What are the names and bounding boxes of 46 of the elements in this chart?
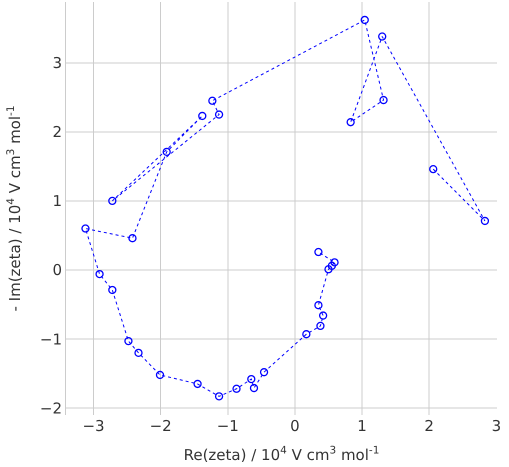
x-axis-title: Re(zeta) / 10$^{4}$ V cm$^{3}$ mol$^{-1}$ <box>184 444 380 464</box>
point <box>198 112 206 120</box>
y-tick-label: −2 <box>40 399 62 418</box>
point <box>346 118 355 126</box>
point <box>214 110 224 119</box>
point <box>378 32 386 41</box>
point <box>232 384 241 393</box>
point <box>480 216 490 226</box>
point <box>134 348 143 357</box>
x-tick-label: −3 <box>82 417 105 435</box>
point <box>314 301 323 310</box>
point <box>247 374 256 384</box>
point <box>260 368 268 376</box>
y-tick-label: 0 <box>52 261 62 280</box>
point <box>162 148 171 156</box>
point <box>379 96 388 104</box>
y-tick-label: 1 <box>52 192 62 210</box>
point <box>128 234 137 242</box>
point <box>429 164 438 174</box>
point <box>156 370 164 380</box>
point <box>214 392 224 400</box>
point <box>208 96 216 105</box>
point <box>318 311 328 320</box>
point <box>95 270 104 278</box>
x-tick-label: 1 <box>357 417 367 435</box>
point <box>314 248 323 256</box>
point <box>328 262 336 270</box>
x-tick-label: 2 <box>424 417 434 435</box>
point <box>330 258 339 267</box>
point <box>302 330 310 338</box>
y-tick-label: −1 <box>40 330 62 348</box>
y-tick-label: 3 <box>52 54 62 72</box>
point <box>324 265 333 274</box>
x-tick-label: 3 <box>492 417 502 435</box>
x-tick-label: −2 <box>150 417 172 435</box>
point <box>250 384 258 392</box>
point <box>108 286 116 294</box>
point <box>124 336 133 346</box>
y-tick-label: 2 <box>52 123 62 142</box>
point <box>316 322 325 330</box>
point <box>108 196 116 206</box>
x-tick-label: 0 <box>290 417 300 435</box>
x-tick-label: −1 <box>216 417 239 435</box>
point <box>81 224 90 233</box>
point <box>193 380 202 388</box>
point <box>360 16 369 24</box>
